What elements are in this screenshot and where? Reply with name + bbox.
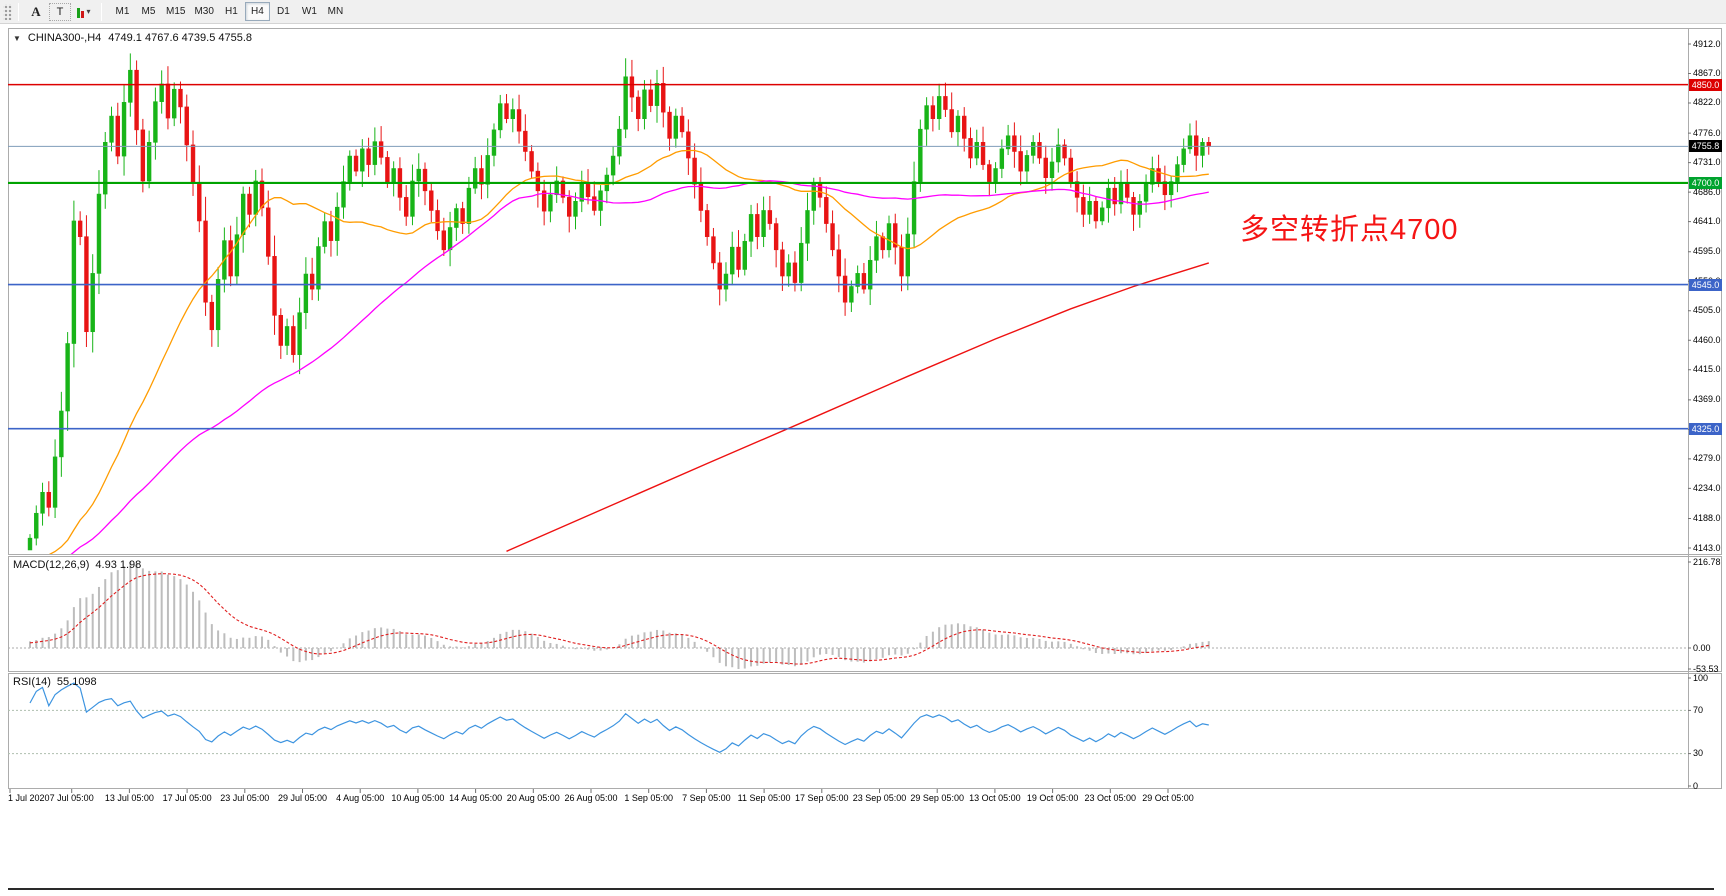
timeframe-button-h4[interactable]: H4 (244, 2, 270, 21)
chart-ohlc-values: 4749.1 4767.6 4739.5 4755.8 (108, 32, 253, 44)
rsi-value: 55.1098 (56, 676, 97, 688)
timeframe-button-m15[interactable]: M15 (162, 2, 189, 21)
timeframe-button-d1[interactable]: D1 (271, 2, 296, 21)
rsi-header: RSI(14) 55.1098 (13, 676, 97, 688)
macd-label: MACD(12,26,9) (13, 559, 90, 571)
chart-style-dropdown-button[interactable]: ▾ (73, 2, 95, 22)
rsi-label: RSI(14) (13, 676, 51, 688)
timeframe-button-m30[interactable]: M30 (190, 2, 217, 21)
timeframe-group: M1 M5 M15 M30 H1 H4 D1 W1 MN (110, 2, 348, 21)
timeframe-button-m1[interactable]: M1 (110, 2, 135, 21)
toolbar-separator (18, 2, 19, 21)
chart-symbol-label: CHINA300-,H4 (27, 32, 102, 44)
window-bottom-border (8, 888, 1714, 890)
chart-annotation-text[interactable]: 多空转折点4700 (1240, 214, 1459, 246)
text-tool-button[interactable]: T (49, 2, 71, 21)
date-axis-strip (8, 789, 1722, 810)
timeframe-button-m5[interactable]: M5 (136, 2, 161, 21)
chevron-down-icon: ▾ (86, 7, 91, 16)
price-axis-separator (1688, 28, 1689, 789)
chart-header: ▼ CHINA300-,H4 4749.1 4767.6 4739.5 4755… (13, 32, 252, 44)
collapse-chart-button[interactable]: ▼ (13, 33, 21, 43)
macd-values: 4.93 1.98 (95, 559, 142, 571)
chart-plot-area[interactable] (8, 28, 1688, 789)
timeframe-button-h1[interactable]: H1 (219, 2, 244, 21)
candlestick-icon (77, 6, 85, 18)
toolbar-drag-handle[interactable] (3, 3, 12, 20)
annotate-a-button[interactable]: A (25, 2, 47, 22)
timeframe-button-mn[interactable]: MN (323, 2, 348, 21)
timeframe-button-w1[interactable]: W1 (297, 2, 322, 21)
toolbar: A T ▾ M1 M5 M15 M30 H1 H4 D1 W1 MN (0, 0, 1726, 24)
macd-header: MACD(12,26,9) 4.93 1.98 (13, 559, 141, 571)
toolbar-separator (101, 2, 102, 21)
